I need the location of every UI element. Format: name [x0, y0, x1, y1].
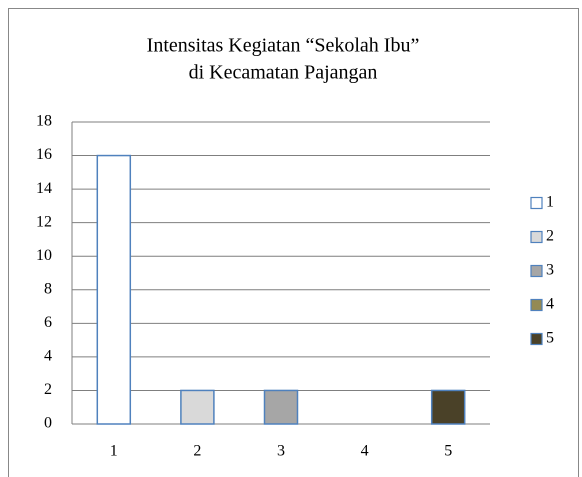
chart-title: Intensitas Kegiatan “Sekolah Ibu” [147, 35, 420, 57]
y-tick-label: 6 [44, 314, 52, 331]
y-tick-label: 8 [44, 280, 52, 297]
legend-label: 1 [546, 194, 554, 211]
legend-label: 5 [546, 330, 554, 347]
x-tick-label: 1 [110, 443, 118, 460]
bar [180, 389, 215, 425]
bar [263, 389, 299, 425]
chart-title: di Kecamatan Pajangan [189, 62, 378, 84]
bar [430, 389, 466, 425]
x-tick-label: 3 [277, 443, 285, 460]
legend-swatch [530, 332, 543, 346]
y-tick-label: 18 [36, 113, 52, 130]
legend-swatch [530, 230, 543, 244]
legend-label: 3 [546, 262, 554, 279]
legend-swatch [530, 196, 543, 210]
y-tick-label: 4 [44, 348, 52, 365]
bar [96, 154, 132, 425]
y-tick-label: 10 [36, 247, 52, 264]
chart-frame [8, 8, 579, 477]
legend-label: 4 [546, 296, 554, 313]
x-tick-label: 2 [193, 443, 201, 460]
y-tick-label: 0 [44, 415, 52, 432]
legend-swatch [530, 298, 543, 312]
y-tick-label: 14 [36, 180, 52, 197]
y-tick-label: 12 [36, 213, 52, 230]
legend-swatch [530, 264, 543, 278]
x-tick-label: 4 [361, 443, 369, 460]
x-tick-label: 5 [444, 443, 452, 460]
y-tick-label: 2 [44, 381, 52, 398]
legend-label: 2 [546, 228, 554, 245]
y-tick-label: 16 [36, 146, 52, 163]
